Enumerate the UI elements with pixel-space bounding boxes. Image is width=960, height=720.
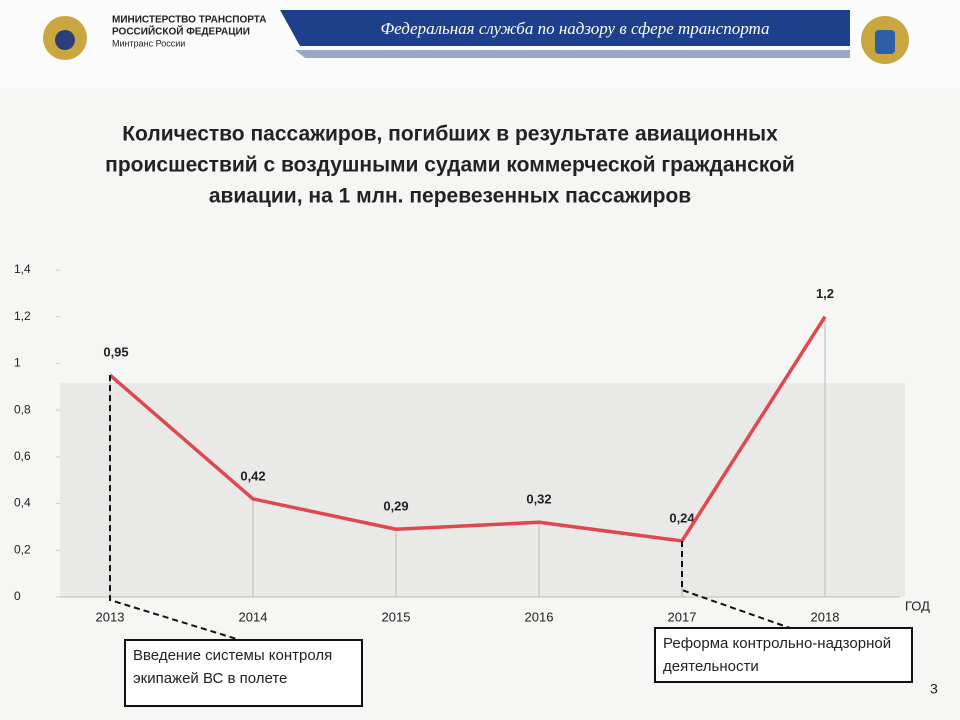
x-axis-label: ГОД: [905, 598, 930, 613]
x-tick-label: 2014: [239, 609, 268, 624]
y-tick-label: 1: [14, 356, 21, 370]
annotation-connector: [681, 540, 791, 629]
chart-title: происшествий с воздушными судами коммерч…: [105, 154, 795, 177]
y-tick-label: 1,4: [14, 262, 31, 276]
annotation-box: [654, 627, 913, 683]
y-tick-label: 0: [14, 589, 21, 603]
x-tick-label: 2013: [96, 609, 125, 624]
ministry-line: Минтранс России: [112, 38, 185, 48]
header-stripe: [295, 50, 850, 58]
chart-title: Количество пассажиров, погибших в резуль…: [122, 123, 778, 146]
emblem-right: [861, 16, 909, 64]
plot-band: [60, 383, 905, 597]
data-label: 1,2: [816, 286, 834, 301]
y-tick-label: 0,8: [14, 402, 31, 416]
data-label: 0,24: [669, 510, 695, 525]
y-tick-label: 0,6: [14, 449, 31, 463]
chart-title: авиации, на 1 млн. перевезенных пассажир…: [209, 185, 691, 208]
data-label: 0,32: [526, 492, 551, 507]
annotation-text: экипажей ВС в полете: [133, 670, 287, 687]
x-tick-label: 2015: [382, 609, 411, 624]
agency-title: Федеральная служба по надзору в сфере тр…: [380, 19, 769, 38]
annotation-box: [124, 639, 363, 707]
data-label: 0,29: [383, 499, 408, 514]
annotation-text: Реформа контрольно-надзорной: [663, 635, 891, 652]
ministry-line: МИНИСТЕРСТВО ТРАНСПОРТА: [112, 15, 266, 26]
data-label: 0,95: [103, 345, 128, 360]
header-banner: [280, 10, 850, 46]
emblem-left: [43, 16, 87, 60]
y-tick-label: 0,4: [14, 496, 31, 510]
page-number: 3: [930, 681, 938, 697]
y-tick-label: 0,2: [14, 542, 31, 556]
data-label: 0,42: [240, 468, 265, 483]
y-tick-label: 1,2: [14, 309, 31, 323]
annotation-connector: [109, 375, 241, 641]
x-tick-label: 2016: [525, 609, 554, 624]
ministry-line: РОССИЙСКОЙ ФЕДЕРАЦИИ: [112, 25, 250, 38]
data-line: [108, 315, 827, 543]
x-tick-label: 2018: [811, 609, 840, 624]
annotation-text: деятельности: [663, 658, 759, 675]
x-tick-label: 2017: [668, 609, 697, 624]
annotation-text: Введение системы контроля: [133, 647, 332, 664]
